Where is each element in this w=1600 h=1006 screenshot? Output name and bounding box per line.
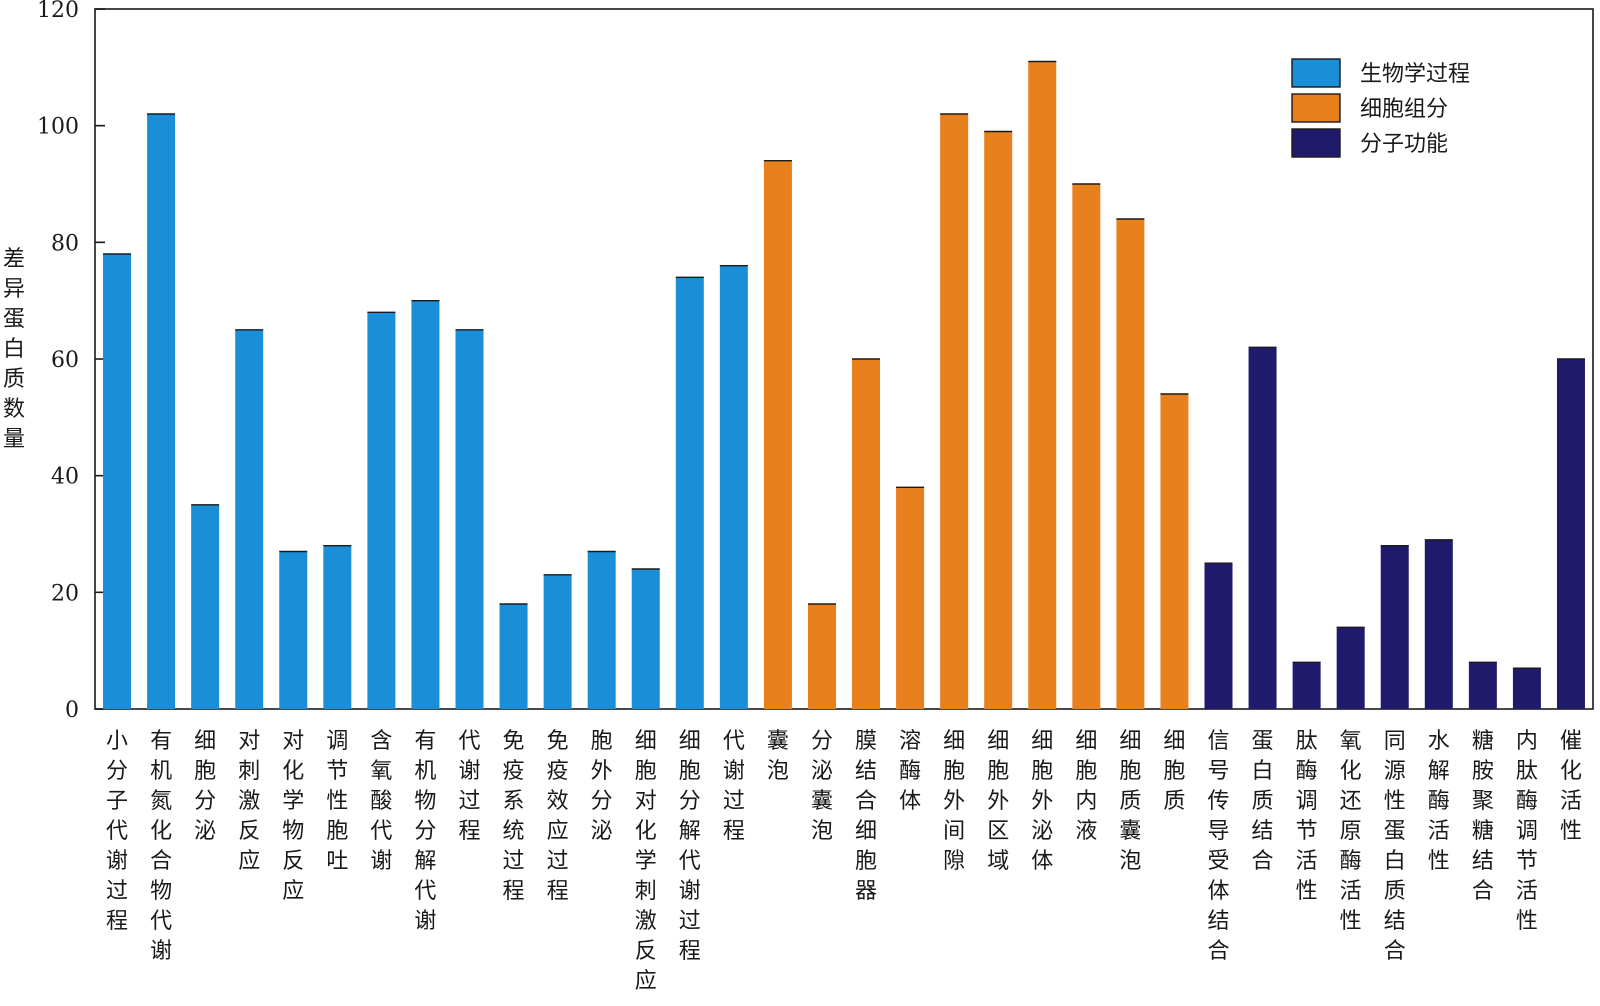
- x-category-label: 肽酶调节活性: [1296, 729, 1318, 904]
- x-category-label: 蛋白质结合: [1252, 729, 1274, 874]
- x-category-label: 内肽酶调节活性: [1516, 729, 1538, 934]
- bar: [1028, 61, 1057, 709]
- bar: [1512, 668, 1541, 709]
- x-category-label: 细胞对化学刺激反应: [635, 729, 657, 994]
- x-category-label: 分泌囊泡: [811, 729, 833, 844]
- x-category-label: 小分子代谢过程: [106, 729, 128, 934]
- x-axis-category-labels: 小分子代谢过程有机氮化合物代谢细胞分泌对刺激反应对化学物反应调节性胞吐含氧酸代谢…: [106, 729, 1582, 994]
- bar: [323, 545, 352, 709]
- legend-swatch: [1291, 93, 1341, 123]
- legend-label: 生物学过程: [1360, 62, 1470, 87]
- y-axis-title: 差异蛋白质数量: [3, 247, 25, 452]
- x-category-label: 胞外分泌: [591, 729, 613, 844]
- bar: [719, 265, 748, 709]
- bar: [1116, 219, 1145, 709]
- y-tick-label: 80: [51, 231, 79, 256]
- bar: [411, 300, 440, 709]
- bar: [896, 487, 925, 709]
- legend-swatch: [1291, 128, 1341, 158]
- bar: [235, 329, 264, 709]
- x-category-label: 催化活性: [1560, 729, 1582, 844]
- y-tick-label: 100: [37, 115, 79, 140]
- x-category-label: 囊泡: [767, 729, 789, 784]
- x-category-label: 溶酶体: [899, 729, 921, 814]
- bar: [675, 277, 704, 709]
- y-tick-label: 0: [65, 698, 79, 723]
- x-category-label: 细胞分解代谢过程: [679, 729, 701, 964]
- x-category-label: 细胞外间隙: [943, 729, 965, 874]
- bar: [1248, 347, 1277, 709]
- bar: [103, 254, 132, 709]
- x-category-label: 糖胺聚糖结合: [1472, 729, 1494, 904]
- y-axis: 0 20 40 60 80 100 120: [37, 0, 105, 723]
- x-category-label: 代谢过程: [458, 729, 480, 844]
- bar: [543, 574, 572, 709]
- bar: [1292, 662, 1321, 709]
- y-tick-label: 60: [51, 348, 79, 373]
- bar: [852, 359, 881, 709]
- bar: [587, 551, 616, 709]
- bar: [1468, 662, 1497, 709]
- bar: [631, 569, 660, 709]
- x-category-label: 细胞外区域: [987, 729, 1009, 874]
- bar: [984, 131, 1013, 709]
- bar: [1204, 563, 1233, 709]
- x-category-label: 信号传导受体结合: [1207, 729, 1229, 964]
- x-category-label: 含氧酸代谢: [370, 729, 392, 874]
- bar: [1424, 539, 1453, 709]
- bar: [940, 114, 969, 709]
- bar: [367, 312, 396, 709]
- bar: [455, 329, 484, 709]
- x-category-label: 调节性胞吐: [326, 729, 348, 874]
- bar: [1072, 184, 1101, 709]
- y-tick-label: 120: [37, 0, 79, 23]
- x-category-label: 细胞质: [1163, 729, 1185, 814]
- bar: [191, 504, 220, 709]
- x-category-label: 细胞外泌体: [1031, 729, 1053, 874]
- legend-swatch: [1291, 58, 1341, 88]
- bar: [807, 604, 836, 709]
- legend-label: 细胞组分: [1360, 97, 1448, 122]
- y-tick-label: 40: [51, 465, 79, 490]
- x-category-label: 膜结合细胞器: [855, 729, 877, 904]
- bar: [147, 114, 176, 709]
- x-category-label: 免疫系统过程: [503, 729, 525, 904]
- bar: [763, 160, 792, 709]
- bar: [1336, 627, 1365, 709]
- x-category-label: 细胞质囊泡: [1119, 729, 1141, 874]
- y-tick-label: 20: [51, 581, 79, 606]
- x-category-label: 同源性蛋白质结合: [1384, 729, 1406, 964]
- bar: [499, 604, 528, 709]
- x-category-label: 水解酶活性: [1428, 729, 1450, 874]
- x-category-label: 细胞分泌: [194, 729, 216, 844]
- x-category-label: 细胞内液: [1075, 729, 1097, 844]
- bar: [1380, 545, 1409, 709]
- bar: [1160, 394, 1189, 709]
- bars: [103, 60, 1585, 709]
- bar: [279, 551, 308, 709]
- bar: [1556, 359, 1585, 709]
- x-category-label: 有机物分解代谢: [414, 729, 436, 934]
- x-category-label: 免疫效应过程: [547, 729, 569, 904]
- x-category-label: 对刺激反应: [238, 729, 260, 874]
- x-category-label: 对化学物反应: [282, 729, 304, 904]
- x-category-label: 氧化还原酶活性: [1340, 729, 1362, 934]
- legend-label: 分子功能: [1360, 132, 1448, 157]
- x-category-label: 代谢过程: [723, 729, 745, 844]
- x-category-label: 有机氮化合物代谢: [150, 729, 172, 964]
